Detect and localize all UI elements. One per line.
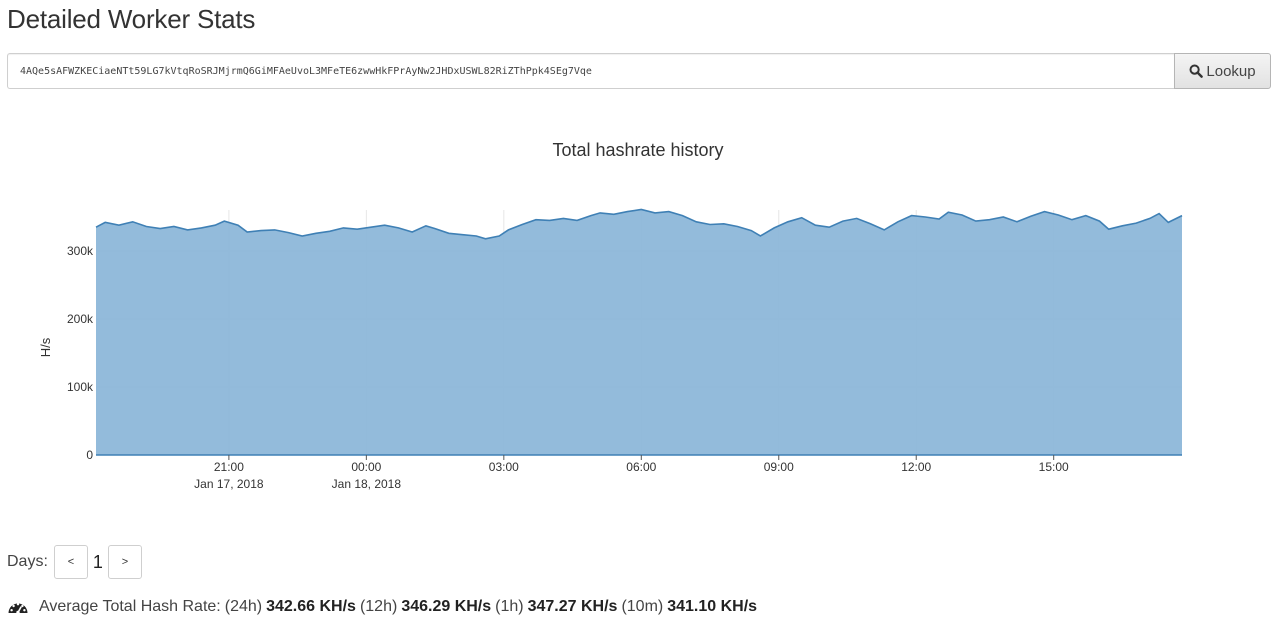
x-tick-label: 09:00 bbox=[764, 460, 794, 474]
dashboard-icon bbox=[8, 603, 28, 615]
x-tick-label: 03:00 bbox=[489, 460, 519, 474]
current-days-value: 1 bbox=[92, 551, 103, 572]
days-pager: Days: < 1 > bbox=[7, 544, 142, 580]
y-tick-label: 300k bbox=[67, 244, 94, 258]
x-tick-label: 00:00 bbox=[351, 460, 381, 474]
page-title: Detailed Worker Stats bbox=[7, 4, 256, 34]
period-12h: (12h) bbox=[359, 598, 398, 615]
previous-day-button[interactable]: < bbox=[53, 545, 88, 579]
lookup-bar: Lookup bbox=[7, 53, 1271, 89]
hashrate-line bbox=[95, 208, 1183, 240]
hashrate-chart: Total hashrate history 0 100k 200k 300k 21:… bbox=[38, 140, 1183, 491]
lookup-button[interactable]: Lookup bbox=[1174, 53, 1271, 89]
y-tick-label: 0 bbox=[86, 448, 93, 462]
x-tick-label: 15:00 bbox=[1039, 460, 1069, 474]
y-axis-label: H/s bbox=[38, 337, 53, 357]
search-icon bbox=[1189, 64, 1204, 78]
x-tick-label: 06:00 bbox=[626, 460, 656, 474]
x-tick-date-label: Jan 18, 2018 bbox=[332, 477, 402, 491]
hashrate-24h-value: 342.66 KH/s bbox=[266, 598, 356, 615]
hashrate-12h-value: 346.29 KH/s bbox=[401, 598, 492, 615]
next-day-button[interactable]: > bbox=[107, 545, 142, 579]
hashrate-area bbox=[96, 209, 1182, 455]
y-tick-label: 200k bbox=[67, 312, 94, 326]
average-hashrate-label: Average Total Hash Rate: bbox=[39, 598, 221, 615]
x-tick-label: 21:00 bbox=[214, 460, 244, 474]
y-axis-ticks: 0 100k 200k 300k bbox=[67, 244, 94, 462]
x-axis-ticks: 21:00 Jan 17, 2018 00:00 Jan 18, 2018 03:00 0… bbox=[194, 455, 1069, 491]
wallet-address-input[interactable] bbox=[7, 53, 1174, 89]
average-hashrate-summary: Average Total Hash Rate: (24h) 342.66 KH… bbox=[7, 596, 757, 618]
chart-title: Total hashrate history bbox=[552, 140, 723, 160]
lookup-button-label: Lookup bbox=[1206, 62, 1256, 80]
x-tick-date-label: Jan 17, 2018 bbox=[194, 477, 264, 491]
hashrate-1h-value: 347.27 KH/s bbox=[527, 598, 618, 615]
period-24h: (24h) bbox=[224, 598, 263, 615]
period-10m: (10m) bbox=[621, 598, 664, 615]
hashrate-10m-value: 341.10 KH/s bbox=[667, 598, 758, 615]
period-1h: (1h) bbox=[495, 598, 524, 615]
x-tick-label: 12:00 bbox=[901, 460, 931, 474]
y-tick-label: 100k bbox=[67, 380, 94, 394]
days-label: Days: bbox=[7, 553, 48, 570]
